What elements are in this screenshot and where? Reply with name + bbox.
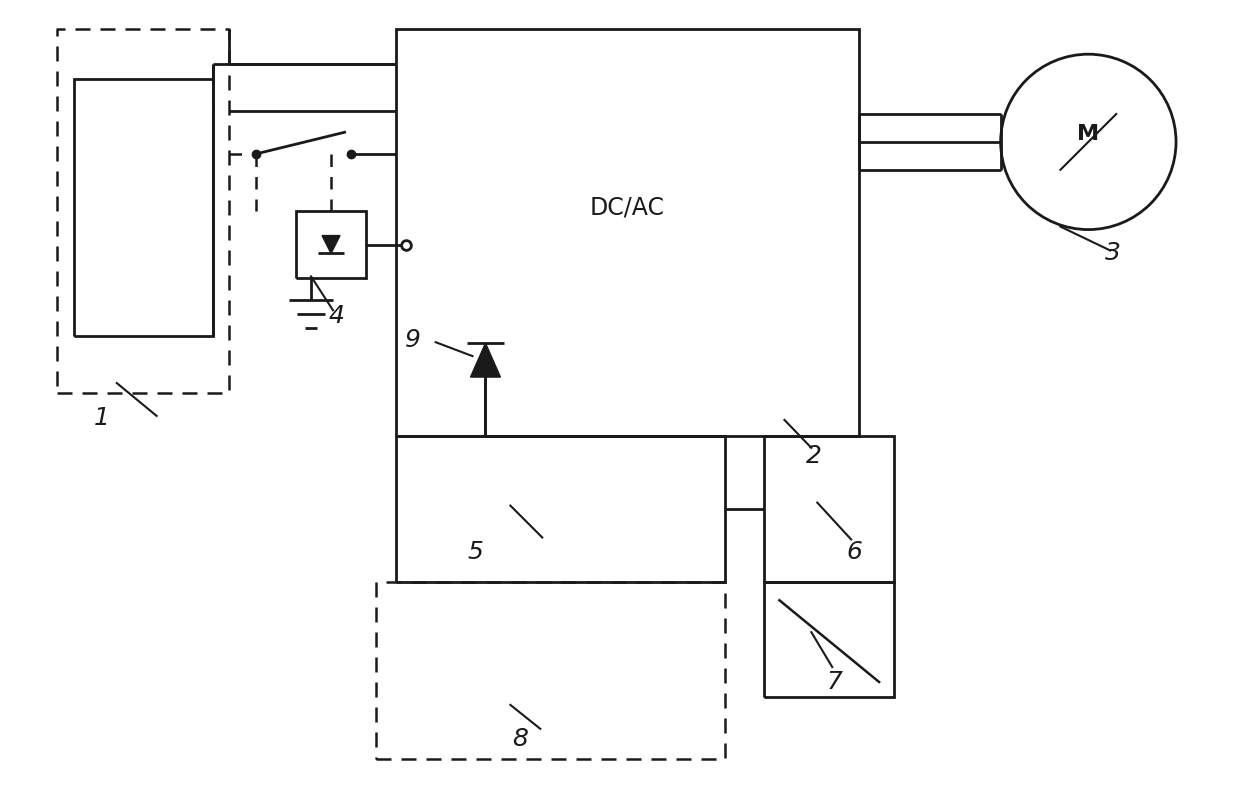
Text: 1: 1 <box>94 406 110 430</box>
Text: 2: 2 <box>806 444 822 468</box>
Text: 5: 5 <box>467 541 484 564</box>
Text: 7: 7 <box>826 670 842 694</box>
Polygon shape <box>470 344 501 377</box>
Text: 8: 8 <box>512 727 528 751</box>
Text: 3: 3 <box>1105 241 1121 266</box>
Text: 9: 9 <box>404 328 420 352</box>
Text: M: M <box>1078 124 1100 144</box>
Text: 6: 6 <box>846 541 862 564</box>
Text: DC/AC: DC/AC <box>590 195 665 220</box>
Text: 4: 4 <box>329 304 343 329</box>
Polygon shape <box>322 236 340 254</box>
